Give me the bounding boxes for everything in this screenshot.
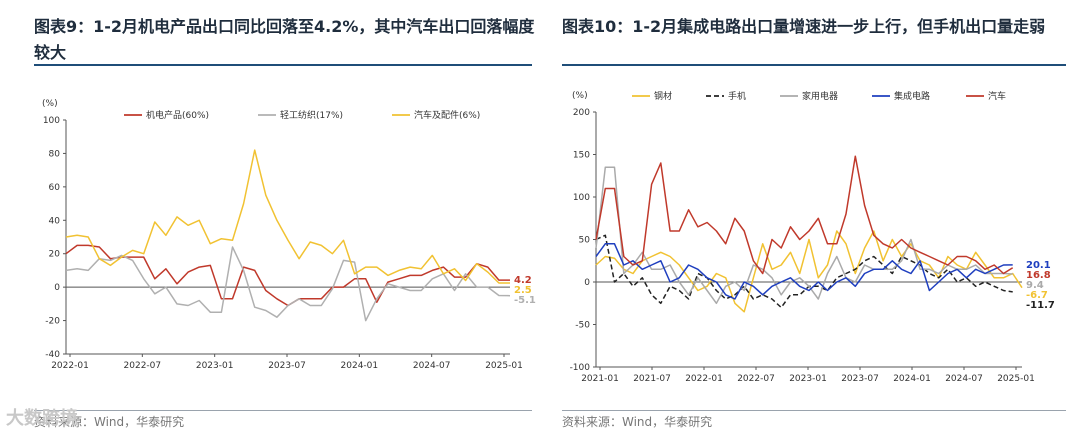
chart-panel-left: 图表9：1-2月机电产品出口同比回落至4.2%，其中汽车出口回落幅度 较大 (%… (34, 14, 536, 429)
series-line (595, 234, 1013, 309)
x-tick-label: 2022-01 (51, 361, 89, 371)
chart-title-left-line2: 较大 (34, 43, 67, 62)
y-tick-label: 60 (49, 183, 61, 193)
end-value-label: 2.5 (514, 285, 532, 296)
end-value-label: 20.1 (1026, 260, 1051, 271)
legend-label: 家用电器 (802, 90, 838, 102)
legend-label: 手机 (728, 90, 746, 102)
x-tick-label: 2022-07 (737, 374, 775, 384)
end-value-label: -11.7 (1026, 300, 1055, 311)
series-line (595, 230, 1023, 313)
x-tick-label: 2024-01 (893, 374, 931, 384)
y-tick-label: -50 (575, 321, 590, 331)
series-line (595, 166, 1013, 305)
y-tick-label: 100 (573, 193, 590, 203)
x-tick-label: 2021-07 (633, 374, 671, 384)
y-tick-label: 0 (584, 278, 590, 288)
y-unit-label: (%) (572, 91, 588, 101)
title-rule-left (34, 64, 532, 66)
y-unit-label: (%) (42, 99, 58, 109)
series-line (595, 243, 1013, 300)
watermark-logo: 大数跨境 (6, 408, 78, 429)
footer-rule-left (34, 410, 532, 411)
x-tick-label: 2025-01 (997, 374, 1035, 384)
legend-label: 机电产品(60%) (146, 109, 209, 121)
end-value-label: 16.8 (1026, 270, 1051, 281)
y-tick-label: 0 (54, 283, 60, 293)
chart-title-left: 图表9：1-2月机电产品出口同比回落至4.2%，其中汽车出口回落幅度 较大 (34, 14, 534, 66)
legend-label: 轻工纺织(17%) (280, 109, 343, 121)
line-chart-right: (%) -100 -50 0 50 100 150 200 2021-01 2021-07 2022… (570, 90, 1055, 384)
y-tick-label: -100 (570, 363, 591, 373)
y-tick-label: 50 (579, 236, 591, 246)
source-note-right: 资料来源：Wind，华泰研究 (562, 415, 713, 429)
source-note-left: 资料来源：Wind，华泰研究 (34, 415, 185, 429)
series-line (65, 246, 511, 322)
x-tick-label: 2021-01 (581, 374, 619, 384)
footer-rule-right (562, 410, 1066, 411)
title-rule-right (562, 64, 1066, 66)
x-tick-label: 2023-01 (789, 374, 827, 384)
y-tick-label: 20 (49, 250, 61, 260)
x-tick-label: 2024-07 (413, 361, 451, 371)
line-chart-left: (%) -40 -20 0 20 40 60 80 100 2022-01 2022-07 2023-… (42, 99, 536, 371)
chart-title-left-line1: 图表9：1-2月机电产品出口同比回落至4.2%，其中汽车出口回落幅度 (34, 17, 535, 36)
y-tick-label: 40 (49, 216, 61, 226)
x-tick-label: 2023-07 (268, 361, 306, 371)
chart-panel-right: 图表10：1-2月集成电路出口量增速进一步上行，但手机出口量走弱 (%) -100… (540, 0, 1080, 444)
x-tick-label: 2022-07 (124, 361, 162, 371)
legend-label: 钢材 (654, 90, 672, 102)
y-tick-label: 150 (573, 151, 590, 161)
y-tick-label: 100 (43, 116, 60, 126)
x-tick-label: 2024-01 (341, 361, 379, 371)
x-tick-label: 2025-01 (485, 361, 523, 371)
y-tick-label: -20 (45, 317, 60, 327)
x-tick-label: 2024-07 (945, 374, 983, 384)
end-value-label: -6.7 (1026, 290, 1048, 301)
x-tick-label: 2023-07 (841, 374, 879, 384)
x-tick-label: 2022-01 (685, 374, 723, 384)
end-value-label: 4.2 (514, 275, 532, 286)
series-line (65, 149, 510, 284)
end-value-label: -5.1 (514, 295, 536, 306)
end-value-label: 9.4 (1026, 280, 1044, 291)
series-line (65, 244, 510, 307)
x-tick-label: 2023-01 (196, 361, 234, 371)
legend-label: 汽车及配件(6%) (414, 109, 480, 121)
series-line (595, 155, 1014, 275)
y-tick-label: 80 (49, 149, 61, 159)
legend-label: 汽车 (988, 90, 1006, 102)
y-tick-label: -40 (45, 350, 60, 360)
chart-title-right: 图表10：1-2月集成电路出口量增速进一步上行，但手机出口量走弱 (562, 17, 1046, 36)
y-tick-label: 200 (573, 108, 590, 118)
legend-label: 集成电路 (894, 90, 930, 102)
